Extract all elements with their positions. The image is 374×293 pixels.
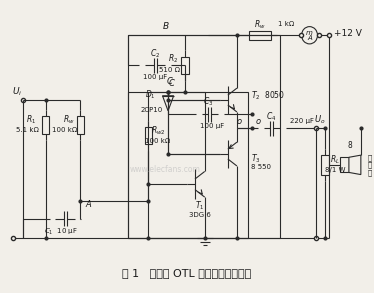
Text: 8/1 W: 8/1 W bbox=[325, 167, 346, 173]
Text: $R_{w2}$: $R_{w2}$ bbox=[151, 124, 165, 137]
Text: $R_w$: $R_w$ bbox=[254, 18, 266, 31]
Text: $D_1$: $D_1$ bbox=[145, 88, 156, 101]
Text: 510 Ω: 510 Ω bbox=[159, 67, 180, 73]
Text: $T_1$: $T_1$ bbox=[195, 200, 205, 212]
Bar bbox=[249, 31, 271, 40]
Text: 图 1   典型的 OTL 音频功率放大电路: 图 1 典型的 OTL 音频功率放大电路 bbox=[122, 268, 252, 278]
Text: o: o bbox=[255, 117, 260, 126]
Bar bbox=[42, 116, 49, 134]
Text: C: C bbox=[169, 79, 175, 88]
Bar bbox=[181, 57, 189, 74]
Circle shape bbox=[301, 27, 318, 44]
Text: +12 V: +12 V bbox=[334, 29, 362, 38]
Text: $U_i$: $U_i$ bbox=[12, 85, 23, 98]
Text: 8 550: 8 550 bbox=[251, 164, 271, 170]
Text: 3DG 6: 3DG 6 bbox=[189, 212, 211, 217]
Text: 100 μF: 100 μF bbox=[200, 123, 224, 129]
Bar bbox=[128, 35, 280, 238]
Bar bbox=[77, 116, 84, 134]
Text: 8: 8 bbox=[347, 141, 352, 150]
Text: 揚
聲
器: 揚 聲 器 bbox=[367, 154, 372, 176]
Text: m: m bbox=[306, 30, 313, 36]
Text: $R_1$: $R_1$ bbox=[27, 113, 37, 126]
Text: $T_3$: $T_3$ bbox=[251, 152, 261, 165]
Bar bbox=[322, 155, 329, 175]
Text: 100 kΩ: 100 kΩ bbox=[145, 138, 171, 144]
Text: A: A bbox=[307, 35, 312, 41]
Text: A: A bbox=[86, 200, 91, 209]
Text: o: o bbox=[236, 117, 242, 126]
Text: $C_2$: $C_2$ bbox=[150, 47, 160, 60]
Text: 2CP10: 2CP10 bbox=[141, 107, 163, 113]
Text: 1 kΩ: 1 kΩ bbox=[278, 21, 294, 28]
Text: 220 μF: 220 μF bbox=[289, 117, 314, 124]
Bar bbox=[128, 93, 248, 238]
Text: www.elecfans.com: www.elecfans.com bbox=[129, 165, 200, 174]
Text: 100 kΩ: 100 kΩ bbox=[52, 127, 77, 133]
Text: 5.1 kΩ: 5.1 kΩ bbox=[16, 127, 39, 133]
Polygon shape bbox=[349, 155, 361, 175]
Text: $T_2$  8050: $T_2$ 8050 bbox=[251, 89, 285, 102]
Text: $C_3$: $C_3$ bbox=[203, 96, 213, 108]
Text: $R_w$: $R_w$ bbox=[62, 113, 74, 126]
Text: C: C bbox=[167, 77, 173, 86]
Text: $R_L$: $R_L$ bbox=[331, 153, 340, 166]
Text: $U_o$: $U_o$ bbox=[314, 113, 325, 126]
Text: $C_4$: $C_4$ bbox=[267, 110, 277, 122]
Bar bbox=[145, 127, 151, 144]
Text: $R_2$: $R_2$ bbox=[168, 53, 178, 65]
Text: 100 μF: 100 μF bbox=[143, 74, 167, 80]
Text: B: B bbox=[163, 22, 169, 31]
Bar bbox=[340, 157, 349, 172]
Text: $C_1$  10 μF: $C_1$ 10 μF bbox=[44, 227, 77, 237]
